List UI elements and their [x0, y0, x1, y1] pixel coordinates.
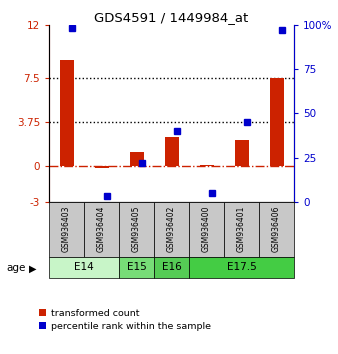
- Bar: [95, 166, 108, 167]
- Bar: [49, 257, 119, 278]
- Bar: [224, 202, 259, 257]
- Bar: [154, 202, 189, 257]
- Bar: [119, 257, 154, 278]
- Bar: [154, 257, 189, 278]
- Text: GSM936405: GSM936405: [132, 206, 141, 252]
- Title: GDS4591 / 1449984_at: GDS4591 / 1449984_at: [94, 11, 249, 24]
- Bar: [270, 78, 284, 166]
- Text: E17.5: E17.5: [227, 262, 257, 272]
- Text: age: age: [7, 263, 26, 273]
- Text: E15: E15: [127, 262, 146, 272]
- Text: GSM936401: GSM936401: [237, 206, 246, 252]
- Bar: [49, 202, 84, 257]
- Text: GSM936402: GSM936402: [167, 206, 176, 252]
- Text: GSM936406: GSM936406: [272, 206, 281, 252]
- Text: GSM936400: GSM936400: [202, 206, 211, 252]
- Bar: [119, 202, 154, 257]
- Text: GSM936403: GSM936403: [62, 206, 71, 252]
- Bar: [165, 137, 178, 166]
- Text: E16: E16: [162, 262, 182, 272]
- Bar: [189, 257, 294, 278]
- Text: E14: E14: [74, 262, 94, 272]
- Bar: [129, 152, 144, 166]
- Bar: [189, 202, 224, 257]
- Text: ▶: ▶: [29, 263, 36, 273]
- Bar: [84, 202, 119, 257]
- Bar: [199, 165, 214, 166]
- Bar: [59, 60, 73, 166]
- Bar: [235, 141, 248, 166]
- Bar: [259, 202, 294, 257]
- Text: GSM936404: GSM936404: [97, 206, 106, 252]
- Legend: transformed count, percentile rank within the sample: transformed count, percentile rank withi…: [39, 309, 211, 331]
